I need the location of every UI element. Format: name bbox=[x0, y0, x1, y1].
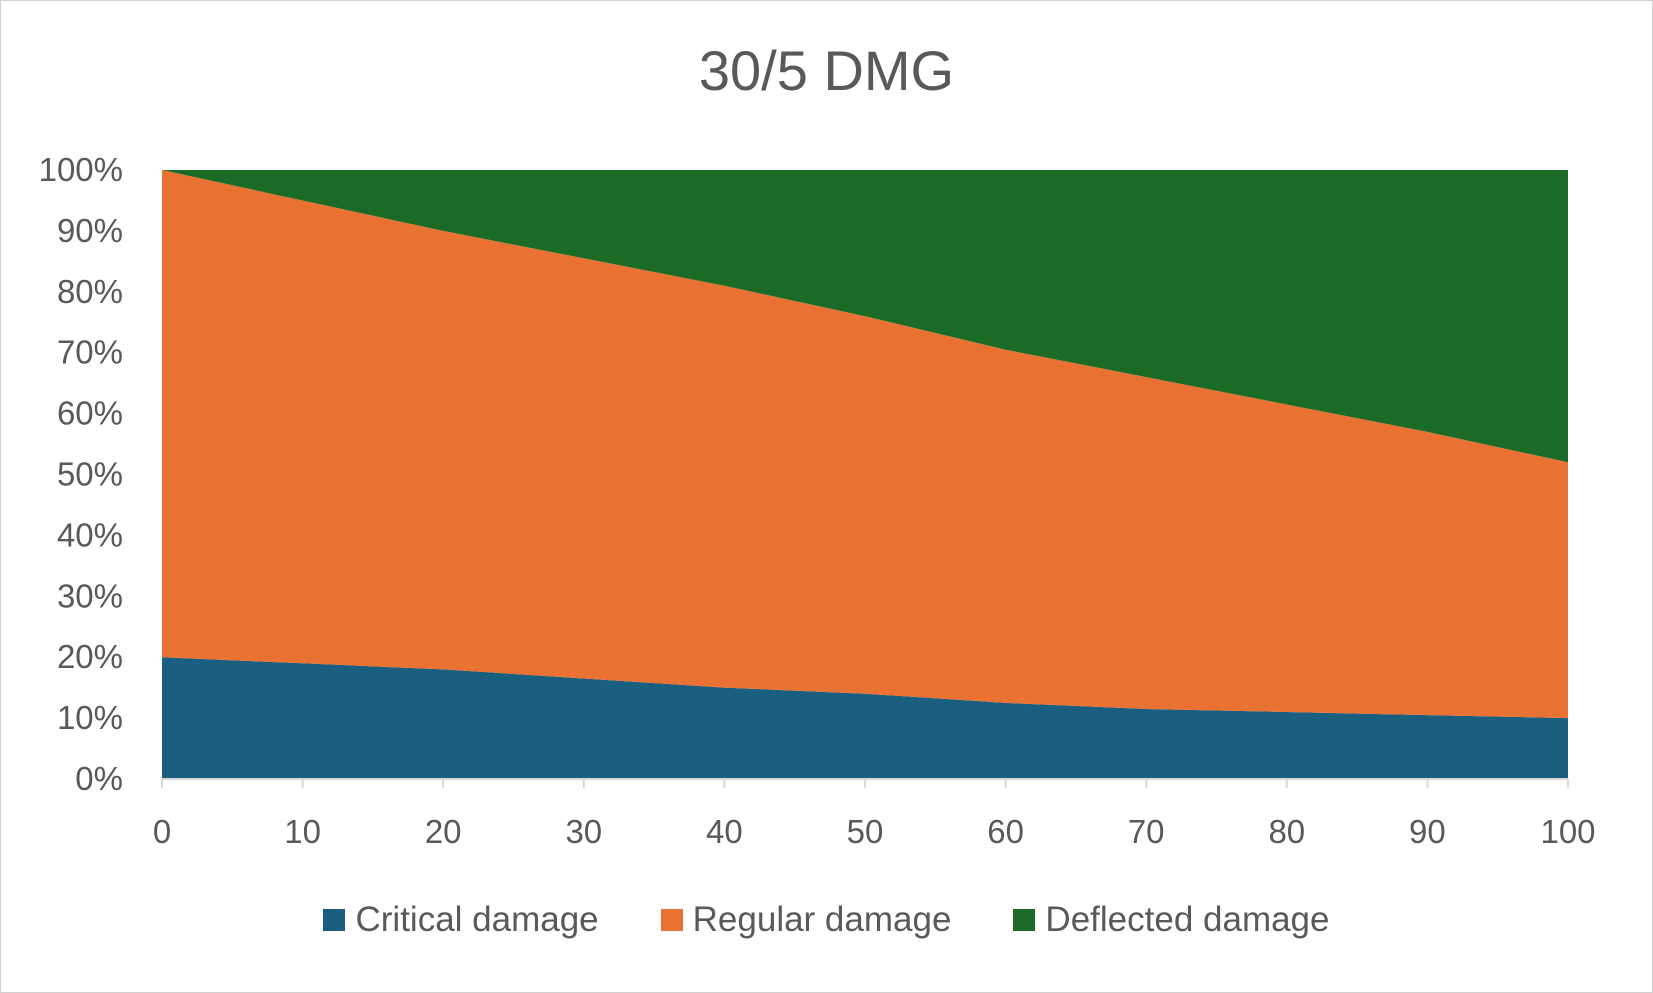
x-tick-label: 20 bbox=[425, 813, 462, 850]
area-critical-damage bbox=[162, 657, 1568, 779]
y-tick-label: 70% bbox=[57, 334, 123, 371]
y-tick-label: 50% bbox=[57, 456, 123, 493]
x-tick-label: 70 bbox=[1128, 813, 1165, 850]
legend-swatch-regular bbox=[660, 909, 683, 931]
legend-label-critical: Critical damage bbox=[355, 900, 599, 939]
legend-swatch-deflected bbox=[1013, 909, 1036, 931]
x-tick-label: 30 bbox=[565, 813, 602, 850]
y-tick-label: 100% bbox=[39, 151, 123, 188]
x-tick-label: 50 bbox=[847, 813, 884, 850]
legend-item-deflected: Deflected damage bbox=[1013, 900, 1330, 940]
legend-item-regular: Regular damage bbox=[660, 900, 952, 940]
legend-label-deflected: Deflected damage bbox=[1045, 900, 1330, 939]
x-tick-label: 90 bbox=[1409, 813, 1446, 850]
y-tick-label: 0% bbox=[75, 760, 123, 797]
x-tick-label: 0 bbox=[153, 813, 171, 850]
x-tick-label: 40 bbox=[706, 813, 743, 850]
legend-label-regular: Regular damage bbox=[692, 900, 952, 939]
legend-swatch-critical bbox=[323, 909, 346, 931]
x-tick-label: 10 bbox=[284, 813, 321, 850]
x-tick-label: 60 bbox=[987, 813, 1024, 850]
area-deflected-damage bbox=[162, 170, 1568, 463]
legend-item-critical: Critical damage bbox=[323, 900, 599, 940]
y-tick-label: 20% bbox=[57, 638, 123, 675]
x-tick-label: 80 bbox=[1268, 813, 1305, 850]
y-tick-label: 60% bbox=[57, 395, 123, 432]
y-tick-label: 90% bbox=[57, 212, 123, 249]
legend: Critical damage Regular damage Deflected… bbox=[0, 900, 1653, 940]
chart-title: 30/5 DMG bbox=[698, 39, 955, 102]
y-tick-label: 30% bbox=[57, 577, 123, 614]
area-regular-damage bbox=[162, 170, 1568, 719]
y-tick-label: 80% bbox=[57, 273, 123, 310]
x-tick-label: 100 bbox=[1540, 813, 1595, 850]
y-tick-label: 40% bbox=[57, 516, 123, 553]
y-tick-label: 10% bbox=[57, 699, 123, 736]
